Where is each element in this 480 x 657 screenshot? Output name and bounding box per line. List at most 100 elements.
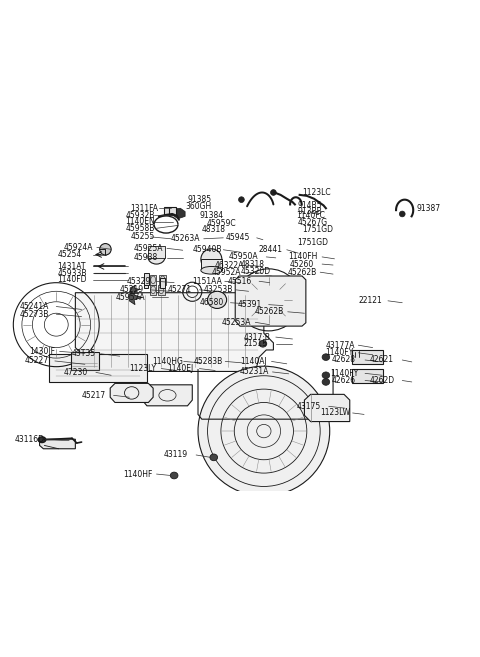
Polygon shape bbox=[235, 276, 306, 326]
Text: 21513: 21513 bbox=[244, 339, 268, 348]
Text: 1140HF: 1140HF bbox=[123, 470, 153, 478]
Text: 1140FH: 1140FH bbox=[288, 252, 317, 261]
Text: 1140AJ: 1140AJ bbox=[240, 357, 267, 366]
Bar bbox=[352, 369, 383, 384]
Polygon shape bbox=[130, 286, 140, 294]
Text: 45958B: 45958B bbox=[125, 224, 155, 233]
Text: 45283B: 45283B bbox=[194, 357, 223, 366]
Ellipse shape bbox=[322, 378, 330, 385]
Text: 45253A: 45253A bbox=[222, 318, 252, 327]
Text: 42621: 42621 bbox=[370, 355, 394, 365]
Text: 91387: 91387 bbox=[417, 204, 441, 213]
Ellipse shape bbox=[271, 190, 276, 195]
Text: 45219: 45219 bbox=[120, 285, 144, 294]
Ellipse shape bbox=[210, 454, 217, 461]
Bar bbox=[158, 285, 165, 294]
Text: 45938: 45938 bbox=[134, 254, 158, 262]
Text: 45924A: 45924A bbox=[63, 243, 93, 252]
Text: 45262B: 45262B bbox=[288, 267, 317, 277]
Text: 28441: 28441 bbox=[258, 245, 282, 254]
Polygon shape bbox=[171, 208, 185, 219]
Text: 1311FA: 1311FA bbox=[130, 204, 158, 213]
Bar bbox=[160, 278, 165, 288]
Ellipse shape bbox=[399, 211, 405, 217]
Polygon shape bbox=[142, 385, 192, 406]
Ellipse shape bbox=[207, 291, 227, 308]
Text: 1431AT: 1431AT bbox=[58, 262, 86, 271]
Text: 45262B: 45262B bbox=[254, 307, 284, 316]
Ellipse shape bbox=[201, 249, 222, 270]
Text: 91385: 91385 bbox=[188, 195, 212, 204]
Ellipse shape bbox=[239, 197, 244, 202]
Ellipse shape bbox=[201, 267, 222, 274]
Ellipse shape bbox=[322, 372, 330, 378]
Text: 360GH: 360GH bbox=[185, 202, 211, 211]
Ellipse shape bbox=[148, 250, 165, 264]
Text: 45273B: 45273B bbox=[20, 309, 49, 319]
Text: 45940B: 45940B bbox=[192, 245, 222, 254]
Text: 1751GD: 1751GD bbox=[302, 225, 333, 234]
Text: 1140FY: 1140FY bbox=[331, 369, 359, 378]
Text: 1140FY: 1140FY bbox=[325, 348, 353, 357]
Text: 1140EJ: 1140EJ bbox=[168, 364, 194, 373]
Text: 46322A: 46322A bbox=[215, 261, 244, 269]
Text: 45263A: 45263A bbox=[171, 235, 200, 243]
Text: 48318: 48318 bbox=[241, 260, 265, 269]
Text: 1140EN: 1140EN bbox=[125, 217, 155, 226]
Bar bbox=[164, 208, 176, 215]
Text: 45320D: 45320D bbox=[241, 267, 271, 276]
Bar bbox=[150, 275, 156, 284]
Text: 42626: 42626 bbox=[332, 376, 356, 385]
Text: 43253B: 43253B bbox=[203, 285, 233, 294]
Text: 4317·B: 4317·B bbox=[244, 332, 271, 342]
Ellipse shape bbox=[38, 437, 46, 443]
Text: 1123LW: 1123LW bbox=[320, 409, 350, 417]
Text: 914B5: 914B5 bbox=[297, 201, 322, 210]
Text: 45957A: 45957A bbox=[116, 292, 145, 302]
Polygon shape bbox=[129, 290, 142, 305]
Polygon shape bbox=[39, 440, 75, 449]
Text: 45217: 45217 bbox=[82, 391, 106, 400]
Text: 43175: 43175 bbox=[296, 402, 321, 411]
Text: 45925A: 45925A bbox=[134, 244, 164, 253]
Bar bbox=[49, 354, 147, 382]
Text: 43177A: 43177A bbox=[326, 341, 355, 350]
Text: 1123LY: 1123LY bbox=[129, 364, 156, 373]
Text: 47230: 47230 bbox=[63, 368, 88, 377]
Text: 45950A: 45950A bbox=[228, 252, 258, 261]
Bar bbox=[201, 260, 222, 270]
Bar bbox=[71, 352, 99, 371]
Bar bbox=[148, 246, 165, 258]
Text: 1123LC: 1123LC bbox=[302, 188, 331, 197]
Text: 46580: 46580 bbox=[199, 298, 224, 307]
Text: 45959C: 45959C bbox=[206, 219, 236, 228]
Text: 45271: 45271 bbox=[168, 285, 192, 294]
Text: 4262D: 4262D bbox=[370, 376, 395, 385]
Bar bbox=[352, 350, 383, 364]
Text: 45231A: 45231A bbox=[240, 367, 269, 376]
Text: 43119: 43119 bbox=[164, 451, 188, 459]
Text: 91384: 91384 bbox=[199, 212, 224, 220]
Text: 913BB: 913BB bbox=[297, 206, 322, 215]
Text: 45516: 45516 bbox=[228, 277, 252, 286]
Text: 45227: 45227 bbox=[24, 357, 48, 365]
Text: 1151AA: 1151AA bbox=[192, 277, 222, 286]
Polygon shape bbox=[110, 384, 153, 403]
Bar bbox=[150, 285, 156, 294]
Text: 45267G: 45267G bbox=[297, 218, 327, 227]
Text: 45952A: 45952A bbox=[211, 267, 241, 277]
Text: 45329: 45329 bbox=[127, 277, 151, 286]
Text: 45391: 45391 bbox=[237, 300, 262, 309]
Polygon shape bbox=[304, 394, 350, 422]
Text: 45254: 45254 bbox=[58, 250, 82, 259]
Polygon shape bbox=[75, 293, 274, 371]
Text: 45241A: 45241A bbox=[20, 302, 49, 311]
Text: 45255: 45255 bbox=[130, 233, 155, 241]
Text: 45945: 45945 bbox=[226, 233, 250, 242]
Ellipse shape bbox=[198, 366, 330, 496]
Text: 1140HG: 1140HG bbox=[152, 357, 183, 366]
Text: 48318: 48318 bbox=[202, 225, 226, 234]
Text: 43116D: 43116D bbox=[15, 435, 45, 444]
Ellipse shape bbox=[170, 472, 178, 479]
Bar bbox=[159, 275, 166, 284]
